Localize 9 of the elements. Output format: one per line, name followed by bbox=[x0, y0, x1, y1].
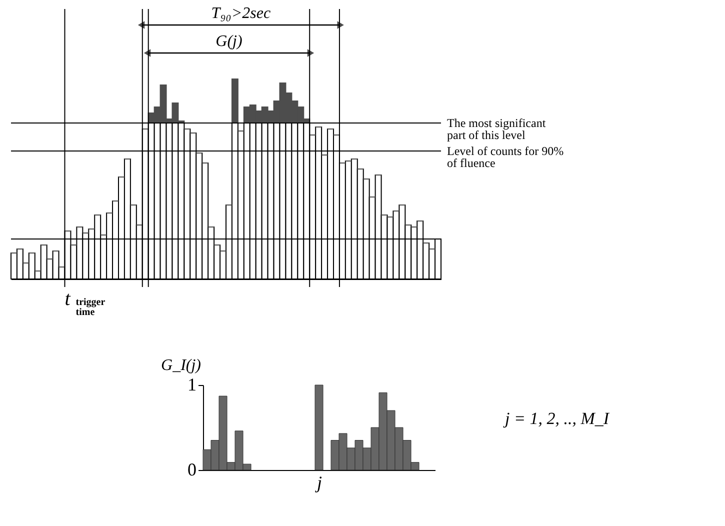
ref-line-label: Level of counts for 90% of fluence bbox=[447, 144, 564, 170]
text: G(j) bbox=[216, 33, 242, 50]
x-axis-title: j bbox=[314, 472, 322, 492]
y-axis-title: G_I(j) bbox=[161, 357, 201, 374]
y-tick-label: 1 bbox=[188, 374, 196, 394]
text: T₉₀>2sec bbox=[211, 5, 271, 22]
text: j = 1, 2, .., M_I bbox=[503, 409, 610, 428]
ref-line-label: The most significant part of this level bbox=[447, 116, 546, 142]
y-tick-label: 0 bbox=[188, 460, 196, 480]
